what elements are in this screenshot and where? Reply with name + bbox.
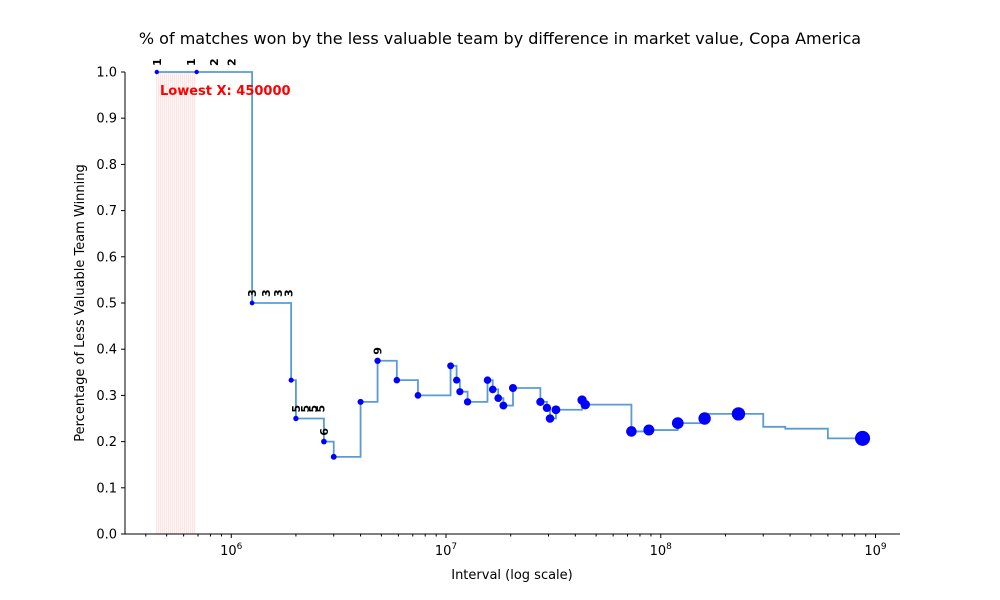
count-label: 2	[225, 58, 238, 66]
count-label: 3	[260, 289, 273, 297]
lowest-x-annotation: Lowest X: 450000	[160, 84, 291, 99]
data-point	[731, 407, 746, 421]
chart-title: % of matches won by the less valuable te…	[139, 29, 861, 48]
data-point	[855, 430, 871, 446]
x-tick-label: 106	[220, 542, 243, 559]
data-point	[154, 69, 159, 75]
y-tick-label: 0.3	[96, 389, 117, 404]
y-tick-label: 0.5	[96, 297, 117, 312]
data-point	[288, 377, 294, 383]
data-point	[357, 398, 364, 405]
y-axis-label: Percentage of Less Valuable Team Winning	[73, 164, 88, 442]
x-tick-label: 107	[435, 542, 457, 559]
y-tick-label: 0.8	[96, 158, 117, 173]
count-label: 2	[208, 58, 221, 66]
count-label: 3	[283, 289, 296, 297]
data-point	[249, 300, 255, 306]
highlight-band	[156, 72, 196, 534]
x-ticks: 106 107 108 109	[145, 534, 887, 559]
x-tick-label: 108	[650, 542, 673, 559]
data-point	[580, 399, 590, 410]
y-ticks: 0.0 0.1 0.2 0.3 0.4 0.5 0.6 0.7 0.8 0.9 1.0	[96, 66, 125, 543]
data-point	[626, 426, 637, 437]
data-points	[154, 69, 871, 460]
x-axis-label: Interval (log scale)	[451, 568, 573, 583]
data-point	[643, 424, 655, 436]
data-point	[321, 438, 327, 445]
data-point	[545, 414, 555, 423]
data-point	[508, 384, 517, 393]
data-point	[293, 415, 299, 422]
data-point	[542, 403, 552, 413]
count-label: 1	[185, 58, 198, 66]
y-tick-label: 0.2	[96, 435, 117, 450]
y-tick-label: 0.4	[96, 343, 117, 358]
count-label: 3	[272, 289, 285, 297]
data-point	[374, 357, 381, 364]
count-label: 3	[246, 289, 259, 297]
y-tick-label: 0.0	[96, 528, 117, 543]
count-label: 9	[372, 347, 385, 355]
data-point	[551, 405, 561, 415]
count-label: 5	[314, 405, 327, 413]
data-point	[483, 376, 492, 384]
data-point	[330, 453, 337, 460]
data-point	[499, 401, 508, 410]
count-label: 1	[151, 58, 164, 66]
y-tick-label: 0.6	[96, 250, 117, 265]
series-step-line	[156, 71, 863, 458]
data-point	[536, 397, 545, 406]
data-point	[698, 412, 711, 425]
data-point	[456, 388, 464, 396]
count-label: 5	[299, 405, 312, 413]
data-point	[447, 362, 454, 370]
y-tick-label: 0.9	[96, 112, 117, 127]
step-line	[156, 71, 863, 458]
data-point	[414, 392, 422, 399]
data-point	[393, 376, 401, 384]
data-point	[194, 69, 199, 75]
data-point	[671, 417, 684, 429]
y-tick-label: 1.0	[96, 66, 117, 81]
data-point	[488, 385, 497, 394]
x-tick-label: 109	[864, 542, 887, 559]
y-tick-label: 0.7	[96, 204, 117, 219]
count-label: 5	[290, 405, 303, 413]
data-point	[494, 394, 503, 403]
data-point	[463, 398, 472, 406]
y-tick-label: 0.1	[96, 481, 117, 496]
count-label: 5	[307, 405, 320, 413]
data-point	[453, 376, 461, 384]
count-label: 6	[318, 428, 331, 436]
